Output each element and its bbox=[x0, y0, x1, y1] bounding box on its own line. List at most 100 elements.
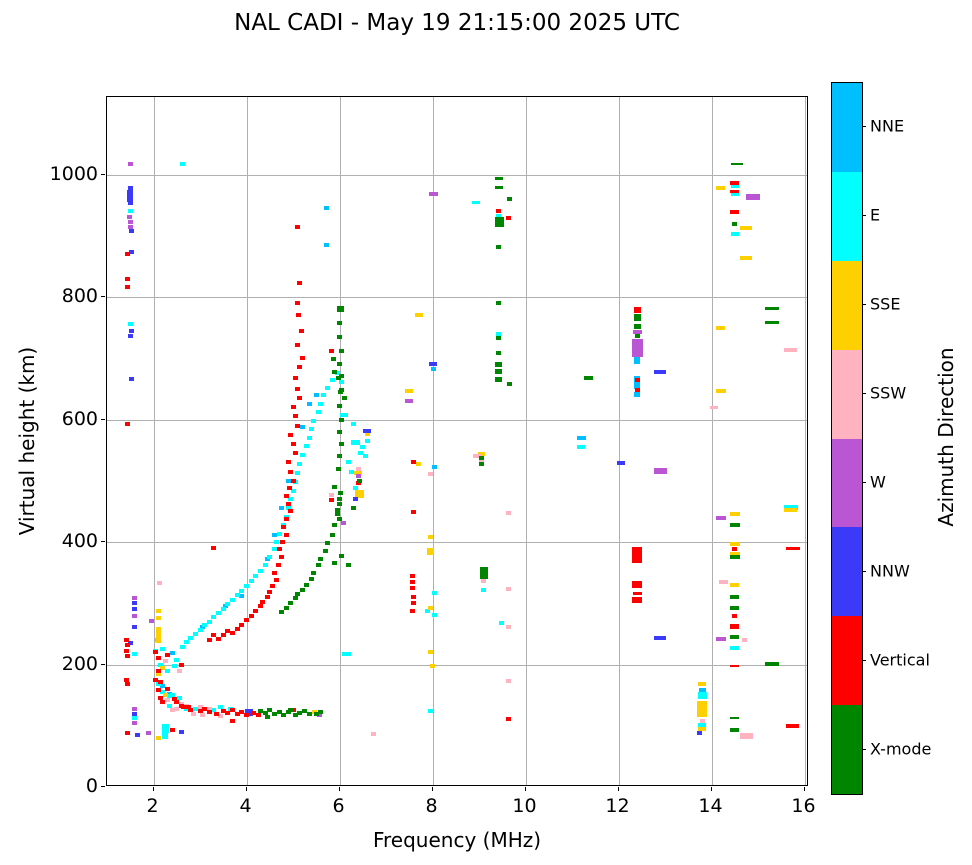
data-point bbox=[479, 567, 488, 580]
grid-line-v bbox=[618, 97, 620, 785]
data-point bbox=[337, 497, 342, 502]
data-point bbox=[179, 162, 185, 167]
data-point bbox=[357, 451, 363, 456]
data-point bbox=[211, 615, 217, 620]
y-axis-label: Virtual height (km) bbox=[15, 346, 39, 536]
data-point bbox=[356, 478, 362, 483]
data-point bbox=[220, 606, 226, 611]
data-point bbox=[211, 546, 217, 551]
data-point bbox=[730, 185, 739, 189]
data-point bbox=[730, 634, 740, 639]
data-point bbox=[125, 682, 131, 687]
data-point bbox=[336, 306, 344, 313]
data-point bbox=[286, 486, 292, 491]
data-point bbox=[299, 356, 305, 361]
data-point bbox=[155, 688, 161, 693]
data-point bbox=[160, 700, 166, 705]
colorbar-tick-label: NNE bbox=[870, 116, 905, 136]
data-point bbox=[288, 707, 294, 712]
data-point bbox=[283, 516, 289, 521]
data-point bbox=[634, 382, 641, 389]
plot-area bbox=[106, 96, 808, 786]
data-point bbox=[290, 405, 296, 410]
data-point bbox=[496, 331, 502, 336]
data-point bbox=[354, 490, 364, 499]
data-point bbox=[764, 306, 779, 310]
data-point bbox=[213, 712, 219, 717]
data-point bbox=[206, 638, 212, 642]
data-point bbox=[125, 285, 131, 290]
data-point bbox=[730, 645, 740, 650]
data-point bbox=[299, 453, 305, 458]
data-point bbox=[506, 215, 512, 220]
data-point bbox=[329, 348, 335, 353]
data-point bbox=[288, 469, 294, 474]
data-point bbox=[132, 601, 138, 606]
data-point bbox=[334, 508, 340, 513]
colorbar-tick-label: Vertical bbox=[870, 650, 930, 670]
data-point bbox=[730, 231, 739, 236]
data-point bbox=[295, 423, 301, 428]
data-point bbox=[285, 502, 291, 507]
data-point bbox=[410, 609, 416, 614]
data-point bbox=[295, 386, 301, 391]
data-point bbox=[264, 595, 270, 600]
data-point bbox=[740, 225, 753, 230]
data-point bbox=[211, 633, 217, 638]
data-point bbox=[481, 578, 487, 583]
data-point bbox=[739, 732, 753, 739]
x-tick bbox=[245, 787, 247, 791]
grid-line-v bbox=[339, 97, 341, 785]
data-point bbox=[330, 532, 336, 537]
data-point bbox=[225, 628, 231, 633]
data-point bbox=[185, 704, 191, 709]
data-point bbox=[411, 459, 417, 464]
data-point bbox=[253, 574, 259, 579]
data-point bbox=[257, 568, 263, 573]
data-point bbox=[355, 481, 361, 486]
x-tick-label: 12 bbox=[605, 795, 630, 817]
data-point bbox=[323, 242, 329, 247]
data-point bbox=[718, 579, 728, 584]
data-point bbox=[306, 435, 312, 440]
data-point bbox=[337, 454, 342, 459]
data-point bbox=[634, 356, 641, 365]
data-point bbox=[337, 320, 342, 325]
data-point bbox=[281, 712, 287, 717]
y-tick bbox=[101, 173, 105, 175]
data-point bbox=[127, 201, 133, 206]
x-tick-label: 8 bbox=[425, 795, 438, 817]
data-point bbox=[128, 329, 134, 334]
data-point bbox=[653, 467, 667, 474]
chart-title: NAL CADI - May 19 21:15:00 2025 UTC bbox=[234, 10, 680, 36]
data-point bbox=[278, 610, 284, 615]
data-point bbox=[785, 547, 800, 551]
data-point bbox=[250, 710, 256, 715]
data-point bbox=[155, 626, 161, 639]
data-point bbox=[285, 460, 291, 465]
data-point bbox=[634, 391, 641, 397]
data-point bbox=[351, 440, 361, 446]
data-point bbox=[178, 662, 184, 667]
data-point bbox=[157, 696, 163, 701]
data-point bbox=[330, 378, 336, 383]
data-point bbox=[318, 557, 324, 562]
x-tick bbox=[524, 787, 526, 791]
data-point bbox=[181, 705, 187, 710]
data-point bbox=[155, 615, 161, 620]
data-point bbox=[364, 438, 370, 443]
data-point bbox=[162, 732, 169, 739]
colorbar-segment-e bbox=[832, 171, 862, 261]
data-point bbox=[127, 190, 134, 196]
data-point bbox=[288, 432, 294, 437]
data-point bbox=[729, 511, 740, 516]
data-point bbox=[411, 595, 417, 600]
data-point bbox=[155, 668, 161, 673]
data-point bbox=[174, 657, 180, 662]
grid-line-v bbox=[246, 97, 248, 785]
data-point bbox=[730, 664, 740, 667]
data-point bbox=[716, 185, 726, 190]
data-point bbox=[164, 698, 170, 703]
data-point bbox=[337, 502, 342, 507]
data-point bbox=[427, 709, 433, 714]
